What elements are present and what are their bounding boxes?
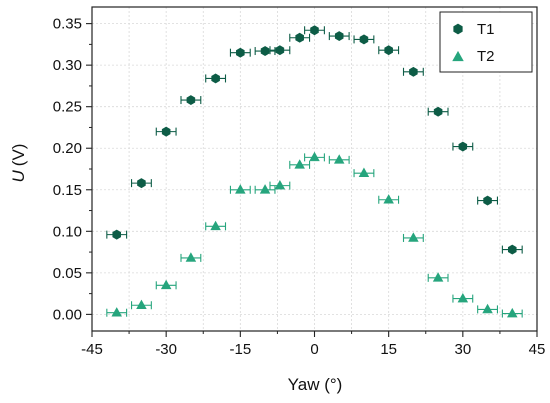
y-tick-label: 0.20: [53, 140, 82, 157]
legend-marker-T1: [453, 23, 463, 35]
data-point-T1: [359, 34, 369, 45]
x-tick-label: 15: [380, 341, 397, 358]
data-point-T1: [458, 141, 468, 152]
data-point-T2: [160, 279, 172, 290]
data-point-T1: [260, 46, 270, 56]
legend-marker-T2: [452, 50, 464, 62]
data-point-T2: [482, 303, 493, 314]
y-tick-label: 0.00: [53, 306, 82, 323]
data-point-T1: [384, 45, 393, 56]
y-tick-label: 0.35: [53, 16, 82, 33]
y-axis-symbol: U: [9, 169, 28, 182]
data-point-T2: [432, 272, 444, 282]
legend-label-T2: T2: [477, 48, 495, 65]
y-tick-label: 0.05: [53, 265, 82, 282]
data-point-T2: [274, 180, 286, 190]
data-point-T2: [383, 194, 394, 204]
y-tick-label: 0.15: [53, 182, 82, 199]
data-point-T1: [483, 195, 492, 206]
y-tick-label: 0.10: [53, 223, 82, 240]
legend: T1 T2: [439, 11, 533, 73]
x-tick-label: -30: [155, 341, 177, 358]
data-markers: [111, 25, 518, 318]
x-tick-label: -15: [229, 341, 251, 358]
data-point-T1: [186, 95, 196, 105]
data-point-T2: [358, 167, 370, 177]
data-point-T2: [333, 154, 345, 164]
data-point-T2: [210, 220, 221, 231]
data-point-T2: [111, 307, 122, 317]
legend-box: [439, 11, 533, 73]
x-tick-label: 45: [529, 341, 546, 358]
data-point-T1: [275, 45, 285, 56]
data-point-T2: [259, 184, 271, 194]
y-tick-label: 0.30: [53, 57, 82, 74]
data-point-T2: [136, 299, 147, 310]
data-point-T1: [334, 31, 344, 42]
x-tick-label: 0: [310, 341, 318, 358]
data-point-T1: [409, 66, 418, 77]
x-tick-label: 30: [454, 341, 471, 358]
y-axis-unit: (V): [9, 144, 28, 167]
data-point-T2: [408, 232, 419, 242]
y-tick-label: 0.25: [53, 99, 82, 116]
data-point-T1: [161, 126, 171, 137]
axis-ticks: [86, 23, 538, 337]
tick-labels: -45 -30 -15 0 15 30 45 0.00 0.05 0.10 0.15 0.20 0.25…: [53, 16, 546, 358]
data-point-T2: [457, 292, 469, 303]
data-point-T1: [507, 244, 517, 255]
data-point-T1: [112, 229, 122, 240]
data-point-T2: [235, 184, 246, 194]
x-tick-label: -45: [81, 341, 103, 358]
data-point-T2: [309, 151, 320, 162]
legend-label-T1: T1: [477, 21, 495, 38]
data-point-T1: [236, 47, 245, 58]
y-axis-title: U (V): [9, 144, 28, 183]
data-point-T2: [294, 159, 305, 169]
data-point-T1: [433, 106, 443, 117]
data-point-T1: [310, 25, 319, 36]
x-axis-title: Yaw (°): [288, 375, 343, 394]
data-point-T1: [211, 73, 220, 84]
data-point-T1: [137, 178, 146, 189]
data-point-T2: [185, 252, 197, 262]
data-point-T1: [295, 32, 304, 43]
data-point-T2: [507, 307, 518, 318]
